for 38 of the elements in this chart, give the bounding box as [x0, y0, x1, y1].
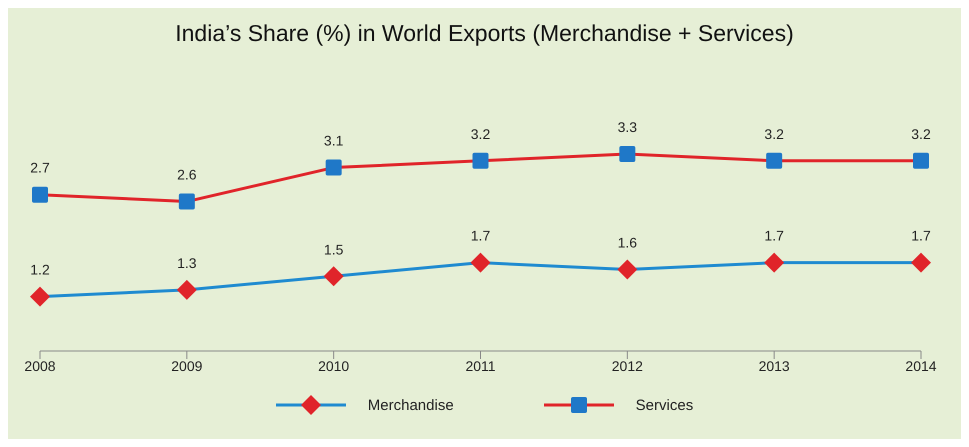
x-tick-label: 2011	[465, 358, 496, 374]
data-label: 3.3	[618, 118, 638, 135]
x-tick-label: 2012	[612, 358, 644, 374]
data-label: 1.7	[470, 228, 490, 244]
data-label: 1.2	[30, 262, 50, 278]
data-label: 1.3	[177, 254, 197, 271]
point	[470, 252, 490, 273]
point	[913, 152, 929, 169]
data-label: 3.1	[324, 132, 344, 149]
point	[764, 252, 784, 273]
data-label: 3.2	[764, 126, 784, 142]
x-tick-label: 2010	[318, 358, 350, 374]
data-label: 2.6	[177, 166, 197, 183]
x-tick-label: 2013	[758, 358, 790, 374]
data-label: 1.6	[618, 234, 638, 250]
point	[176, 280, 197, 300]
x-tick-label: 2014	[905, 358, 937, 374]
point	[324, 266, 344, 286]
data-label: 1.5	[324, 241, 344, 258]
data-label: 1.7	[764, 228, 784, 244]
point	[30, 286, 50, 307]
point	[472, 152, 488, 169]
data-label: 1.7	[911, 228, 931, 244]
point	[619, 146, 636, 162]
x-tick-label: 2008	[24, 358, 56, 374]
point	[326, 160, 342, 176]
legend-label: Services	[636, 396, 694, 414]
point	[32, 186, 48, 203]
data-label: 3.2	[911, 126, 931, 142]
point	[911, 252, 931, 273]
point	[178, 194, 195, 210]
legend-label: Merchandise	[368, 396, 454, 414]
data-label: 3.2	[470, 126, 490, 142]
point	[617, 259, 638, 280]
data-label: 2.7	[30, 160, 50, 176]
point	[766, 152, 782, 169]
chart-title: India’s Share (%) in World Exports (Merchandise + Services)	[174, 20, 795, 48]
x-tick-label: 2009	[171, 358, 203, 374]
